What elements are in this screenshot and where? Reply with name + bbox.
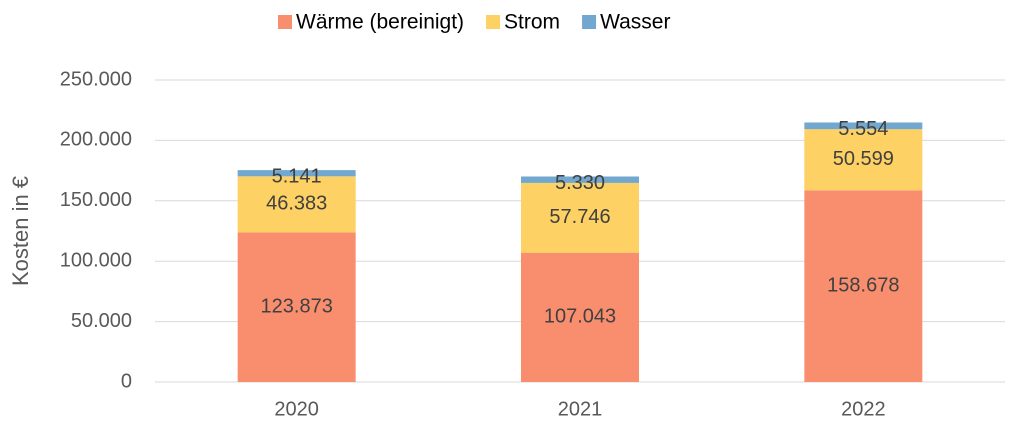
- bar-segment: [237, 176, 356, 233]
- bar-segment: [237, 170, 356, 177]
- bar-segment: [521, 252, 639, 382]
- data-label: 5.330: [555, 172, 605, 194]
- legend-swatch: [582, 15, 597, 29]
- y-tick-label: 200.000: [60, 129, 132, 151]
- data-label: 123.873: [261, 295, 333, 317]
- data-label: 158.678: [827, 274, 899, 296]
- bar-segment: [237, 232, 356, 382]
- bar-segment: [521, 182, 639, 253]
- data-label: 57.746: [549, 206, 610, 228]
- legend-swatch: [486, 15, 501, 29]
- x-tick-label: 2020: [274, 398, 319, 420]
- data-label: 107.043: [544, 306, 616, 328]
- y-tick-label: 250.000: [60, 68, 132, 90]
- y-tick-label: 0: [121, 370, 132, 392]
- bar-segment: [804, 129, 923, 191]
- y-axis-label: Kosten in €: [8, 176, 33, 286]
- data-label: 46.383: [266, 193, 327, 215]
- legend-swatch: [278, 15, 292, 29]
- bar-segment: [804, 122, 923, 130]
- bar-segment: [804, 190, 923, 382]
- y-tick-label: 50.000: [71, 310, 132, 332]
- data-label: 5.141: [272, 166, 322, 188]
- bar-segment: [521, 176, 639, 183]
- legend-label: Wärme (bereinigt): [296, 11, 464, 34]
- x-tick-label: 2021: [558, 398, 603, 420]
- legend-label: Wasser: [600, 11, 670, 34]
- x-tick-label: 2022: [841, 398, 886, 420]
- y-tick-label: 150.000: [60, 189, 132, 211]
- data-label: 5.554: [838, 118, 888, 140]
- y-tick-label: 100.000: [60, 249, 132, 271]
- legend-label: Strom: [504, 11, 560, 34]
- data-label: 50.599: [833, 148, 894, 170]
